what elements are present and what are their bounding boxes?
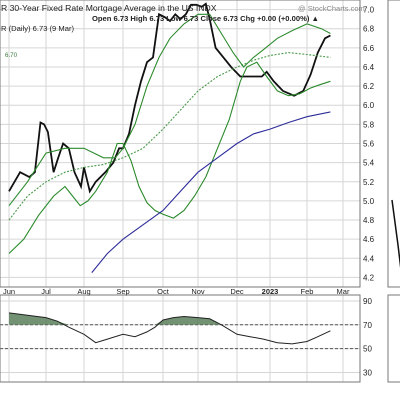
series-legend: R (Daily) 6.73 (9 Mar) — [1, 24, 74, 33]
y-tick-label: 4.8 — [363, 216, 375, 225]
x-tick-label: Sep — [116, 287, 129, 296]
y-tick-label: 6.2 — [363, 82, 375, 91]
price-x-axis: Jun Jul Aug Sep Oct Nov Dec 2023 Feb Mar — [3, 287, 350, 296]
quote-line: Open 6.73 High 6.73 Low 6.73 Close 6.73 … — [92, 14, 319, 23]
y-tick-label: 7.0 — [363, 6, 375, 15]
indicator-y-axis: 30 50 70 90 — [363, 297, 372, 378]
indicator-area — [8, 312, 331, 345]
y-tick-label: 70 — [363, 321, 372, 330]
x-tick-label: 2023 — [262, 287, 279, 296]
y-tick-label: 30 — [363, 368, 372, 377]
x-tick-label: Mar — [337, 287, 350, 296]
watermark: @ StockCharts.com — [298, 4, 365, 13]
y-tick-label: 50 — [363, 345, 372, 354]
y-tick-label: 6.6 — [363, 44, 375, 53]
x-tick-label: Oct — [157, 287, 170, 296]
y-tick-label: 4.4 — [363, 254, 375, 263]
chart-title: R 30-Year Fixed Rate Mortgage Average in… — [1, 3, 217, 13]
x-tick-label: Aug — [77, 287, 90, 296]
price-series — [8, 2, 331, 273]
x-tick-label: Feb — [301, 287, 314, 296]
y-tick-label: 6.4 — [363, 63, 375, 72]
price-y-axis: 4.2 4.4 4.6 4.8 5.0 5.2 5.4 5.6 5.8 6.0 6.2 6.4 6.6 6… — [363, 6, 375, 283]
ma-value-label: 6.70 — [5, 52, 18, 59]
y-tick-label: 5.2 — [363, 178, 375, 187]
y-tick-label: 6.8 — [363, 25, 375, 34]
indicator-grid — [0, 295, 360, 382]
price-panel-frame — [0, 0, 361, 288]
y-tick-label: 5.6 — [363, 140, 375, 149]
x-tick-label: Jun — [3, 287, 15, 296]
y-tick-label: 5.8 — [363, 120, 375, 129]
x-tick-label: Nov — [191, 287, 205, 296]
x-tick-label: Dec — [230, 287, 244, 296]
price-line — [8, 2, 331, 194]
right-panel-frame — [387, 0, 400, 288]
indicator-line — [8, 312, 331, 345]
ma_mid-line — [8, 52, 331, 221]
ma_short-line — [8, 13, 331, 207]
trend-line — [91, 111, 331, 273]
y-tick-label: 4.2 — [363, 273, 375, 282]
y-tick-label: 5.0 — [363, 197, 375, 206]
right-indicator-frame — [387, 294, 400, 383]
indicator-panel-frame — [0, 294, 361, 383]
price-grid — [0, 0, 360, 287]
x-tick-label: Jul — [41, 287, 51, 296]
y-tick-label: 6.0 — [363, 101, 375, 110]
y-tick-label: 5.4 — [363, 159, 375, 168]
y-tick-label: 4.6 — [363, 235, 375, 244]
ma_long-line — [8, 61, 331, 254]
y-tick-label: 90 — [363, 297, 372, 306]
